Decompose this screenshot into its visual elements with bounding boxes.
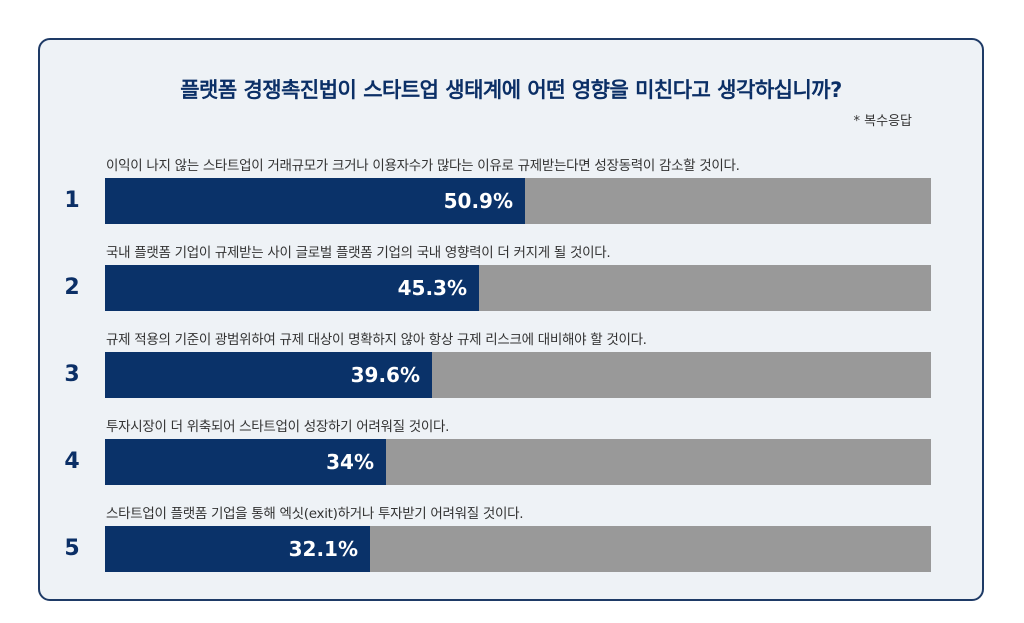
bar-track: 32.1% xyxy=(105,526,931,572)
bar-value-label: 32.1% xyxy=(288,537,358,561)
bar xyxy=(105,178,525,224)
rank-number: 5 xyxy=(64,536,80,561)
bar-value-label: 45.3% xyxy=(397,276,467,300)
bar-track: 45.3% xyxy=(105,265,931,311)
bar xyxy=(105,352,432,398)
bar-track: 50.9% xyxy=(105,178,931,224)
bar-value-label: 50.9% xyxy=(443,189,513,213)
chart-card: 플랫폼 경쟁촉진법이 스타트업 생태계에 어떤 영향을 미친다고 생각하십니까?… xyxy=(38,38,984,601)
rank-number: 4 xyxy=(64,449,80,474)
bar xyxy=(105,526,370,572)
rank-number: 2 xyxy=(64,275,80,300)
bar-track: 39.6% xyxy=(105,352,931,398)
bar-label: 이익이 나지 않는 스타트업이 거래규모가 크거나 이용자수가 많다는 이유로 … xyxy=(106,158,740,174)
bar-label: 투자시장이 더 위축되어 스타트업이 성장하기 어려워질 것이다. xyxy=(106,419,450,435)
chart-title: 플랫폼 경쟁촉진법이 스타트업 생태계에 어떤 영향을 미친다고 생각하십니까? xyxy=(180,78,842,102)
bar-label: 규제 적용의 기준이 광범위하여 규제 대상이 명확하지 않아 항상 규제 리스… xyxy=(106,332,647,348)
bar xyxy=(105,439,386,485)
bar-label: 국내 플랫폼 기업이 규제받는 사이 글로벌 플랫폼 기업의 국내 영향력이 더… xyxy=(106,245,611,261)
bar-label: 스타트업이 플랫폼 기업을 통해 엑싯(exit)하거나 투자받기 어려워질 것… xyxy=(106,506,524,522)
bar-value-label: 39.6% xyxy=(350,363,420,387)
rank-number: 3 xyxy=(64,362,80,387)
multiple-response-note: * 복수응답 xyxy=(853,114,912,129)
rank-number: 1 xyxy=(64,188,80,213)
bar-value-label: 34% xyxy=(326,450,374,474)
bar xyxy=(105,265,479,311)
bar-track: 34% xyxy=(105,439,931,485)
